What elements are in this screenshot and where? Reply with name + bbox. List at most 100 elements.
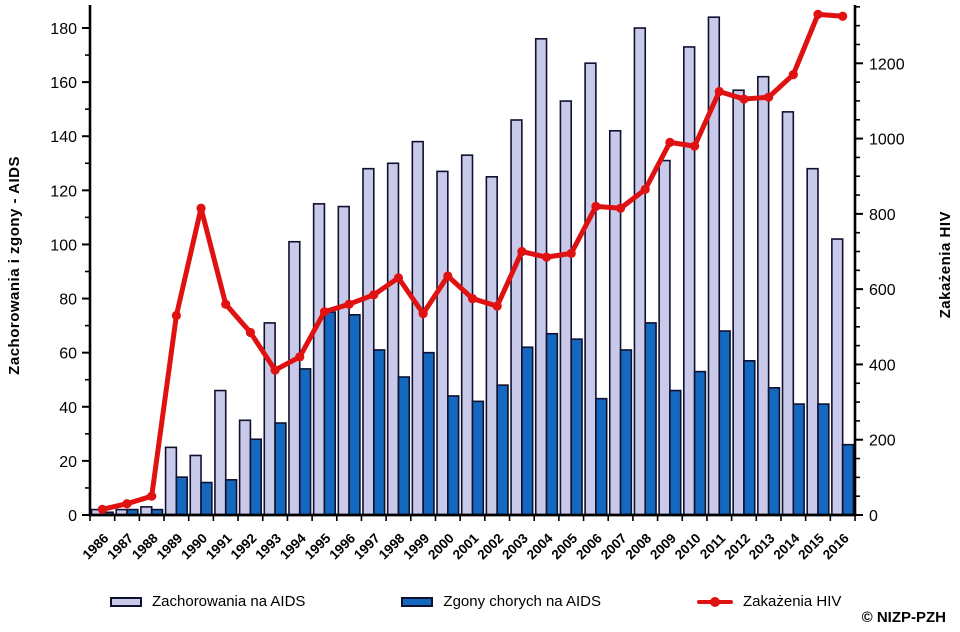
bar-zgony-2012 [743, 359, 756, 516]
bar-zachorowania-2004 [534, 38, 548, 516]
bar-zachorowania-2009 [658, 159, 671, 516]
year-label-2014: 2014 [771, 530, 803, 562]
bar-zgony-1997 [372, 349, 386, 516]
bar-zgony-2014 [792, 403, 805, 516]
legend-item-hiv-line: Zakażenia HIV [697, 593, 841, 610]
year-label-2015: 2015 [795, 530, 827, 562]
year-label-2005: 2005 [548, 530, 580, 562]
bar-zachorowania-2015 [806, 167, 819, 516]
hiv-point-2006 [591, 201, 601, 211]
copyright: © NIZP-PZH [861, 609, 946, 626]
left-tick-label: 140 [50, 129, 77, 146]
hiv-point-2009 [665, 137, 675, 147]
hiv-point-1987 [122, 499, 132, 509]
right-tick-label: 1000 [869, 132, 905, 149]
year-label-1999: 1999 [400, 531, 432, 563]
bar-zachorowania-2016 [831, 238, 844, 516]
year-label-1991: 1991 [203, 530, 235, 562]
bar-zgony-2016 [841, 443, 855, 516]
hiv-point-1996 [344, 299, 354, 309]
year-label-2009: 2009 [647, 531, 679, 563]
hiv-point-2008 [640, 184, 650, 194]
bar-zachorowania-1996 [337, 205, 350, 516]
bar-zgony-2006 [595, 397, 608, 516]
year-label-2000: 2000 [425, 531, 457, 563]
bar-zachorowania-1989 [164, 446, 178, 516]
bar-zgony-2008 [644, 322, 657, 516]
aids-deaths-swatch [401, 596, 434, 607]
aids-deaths-label: Zgony chorych na AIDS [443, 593, 602, 610]
right-tick-label: 1200 [869, 56, 905, 73]
hiv-point-2001 [467, 293, 478, 304]
year-label-1990: 1990 [178, 531, 210, 563]
right-tick-label: 800 [869, 207, 896, 224]
right-tick-label: 600 [869, 282, 896, 299]
year-label-2008: 2008 [623, 530, 655, 562]
right-tick-label: 200 [869, 433, 896, 450]
bar-zachorowania-1991 [214, 389, 227, 516]
hiv-point-2007 [615, 203, 626, 213]
hiv-point-2012 [739, 94, 749, 104]
bar-zgony-2011 [718, 330, 731, 516]
bar-zgony-2010 [693, 370, 707, 516]
left-tick-label: 80 [59, 292, 77, 309]
year-label-1989: 1989 [154, 531, 186, 563]
right-tick-label: 400 [869, 357, 896, 374]
hiv-point-2002 [492, 301, 502, 311]
legend-item-aids-deaths: Zgony chorych na AIDS [401, 593, 601, 610]
bar-zgony-2013 [767, 387, 781, 516]
bar-zgony-1998 [397, 376, 411, 516]
left-axis-title-wrap: Zachorowania i zgony - AIDS [6, 0, 23, 530]
legend-item-aids-cases: Zachorowania na AIDS [110, 593, 305, 610]
year-label-1997: 1997 [351, 531, 383, 563]
bar-zgony-1999 [422, 351, 435, 516]
year-label-2011: 2011 [697, 530, 729, 562]
bar-zachorowania-1994 [288, 240, 301, 516]
bar-zgony-1996 [348, 313, 361, 516]
bar-zgony-1990 [200, 481, 213, 516]
bar-zachorowania-1997 [362, 167, 375, 516]
bar-zgony-1994 [298, 368, 312, 516]
year-label-2006: 2006 [573, 530, 605, 562]
hiv-point-2013 [764, 92, 774, 102]
year-label-1988: 1988 [129, 530, 161, 562]
bar-zgony-2009 [669, 389, 682, 516]
year-label-2001: 2001 [450, 530, 482, 562]
right-tick-label: 0 [869, 508, 878, 525]
bar-zgony-2001 [471, 400, 485, 516]
hiv-point-1986 [97, 504, 107, 514]
legend: Zachorowania na AIDS Zgony chorych na AI… [110, 593, 841, 610]
hiv-point-1991 [221, 299, 231, 309]
year-label-1992: 1992 [228, 531, 260, 563]
bar-zgony-1993 [274, 422, 287, 516]
aids-cases-label: Zachorowania na AIDS [152, 593, 306, 610]
bar-zachorowania-2003 [510, 119, 523, 516]
hiv-point-1989 [171, 310, 181, 321]
bar-zachorowania-2012 [732, 89, 745, 516]
bar-zgony-1995 [323, 311, 337, 516]
bar-zachorowania-2000 [436, 170, 449, 516]
year-label-1994: 1994 [277, 530, 309, 562]
bar-zgony-1992 [249, 438, 263, 516]
bar-zgony-2005 [570, 338, 583, 516]
left-tick-label: 120 [50, 183, 77, 200]
bar-zgony-1989 [175, 476, 188, 516]
year-label-2010: 2010 [672, 531, 704, 563]
right-axis-title: Zakażenia HIV [937, 211, 954, 319]
hiv-point-2004 [541, 252, 552, 262]
hiv-point-2016 [838, 11, 848, 21]
year-label-1996: 1996 [326, 530, 358, 562]
bar-zachorowania-1999 [411, 140, 424, 516]
bar-zgony-2015 [817, 403, 830, 516]
bar-zgony-2004 [545, 332, 559, 516]
left-tick-label: 0 [68, 508, 77, 525]
left-tick-label: 60 [59, 346, 77, 363]
bar-zachorowania-1992 [238, 419, 252, 516]
left-tick-label: 160 [50, 75, 77, 92]
hiv-point-2010 [689, 141, 700, 151]
bar-zachorowania-2007 [608, 130, 622, 516]
bar-zachorowania-1995 [312, 203, 326, 516]
year-label-2013: 2013 [746, 530, 778, 562]
left-tick-label: 20 [59, 454, 77, 471]
hiv-point-2014 [788, 69, 798, 80]
